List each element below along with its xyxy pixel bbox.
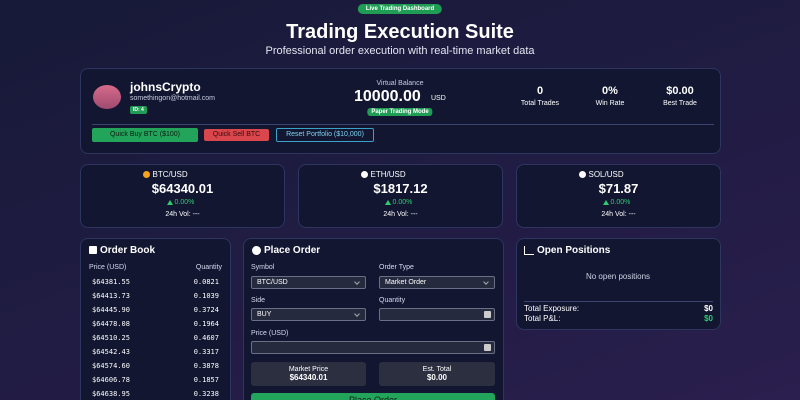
book-quantity: 0.1857 [193, 376, 219, 384]
ticker-volume: 24h Vol: --- [601, 211, 636, 218]
quantity-input[interactable] [379, 308, 495, 321]
empty-state: No open positions [585, 272, 651, 281]
market-price-value: $64340.01 [289, 373, 328, 382]
quick-buy-button[interactable]: Quick Buy BTC ($100) [92, 128, 198, 142]
book-quantity: 0.1039 [193, 292, 219, 300]
email: somethingon@hotmail.com [130, 95, 215, 102]
change-arrow [166, 200, 173, 205]
place-order-button[interactable]: Place Order [251, 393, 495, 400]
total-label: Total P&L: [524, 314, 561, 323]
book-quantity: 0.4607 [193, 334, 219, 342]
ticker-symbol: SOL/USD [588, 170, 624, 179]
book-price: $64606.78 [92, 376, 130, 384]
change-arrow [384, 200, 391, 205]
book-quantity: 0.3317 [193, 348, 219, 356]
page-title: Trading Execution Suite [286, 21, 514, 43]
ticker-volume: 24h Vol: --- [165, 211, 200, 218]
book-quantity: 0.3238 [193, 390, 219, 398]
positions-title: Open Positions [537, 245, 611, 256]
book-price: $64574.60 [92, 362, 130, 370]
ticker-card [298, 164, 503, 228]
ticker-icon [578, 171, 586, 178]
stat-label: Total Trades [520, 100, 560, 107]
place-order-title: Place Order [264, 245, 321, 256]
book-price: $64413.73 [92, 292, 130, 300]
balance-label: Virtual Balance [376, 80, 424, 87]
username: johnsCrypto [130, 80, 201, 94]
ticker-card [516, 164, 721, 228]
ticker-price: $1817.12 [373, 181, 428, 196]
plus-icon [252, 246, 261, 255]
avatar [93, 85, 121, 109]
ticker-icon [360, 171, 368, 178]
book-header: Price (USD) [89, 264, 127, 271]
divider [524, 301, 713, 302]
est-total-label: Est. Total [422, 366, 452, 373]
ticker-symbol: BTC/USD [152, 170, 188, 179]
quick-sell-button[interactable]: Quick Sell BTC [204, 129, 269, 141]
field-label: Price (USD) [251, 330, 289, 337]
reset-button[interactable]: Reset Portfolio ($10,000) [276, 128, 374, 142]
stat-value: 0% [602, 85, 618, 97]
total-value: $0 [704, 314, 713, 323]
id-badge: ID: 4 [130, 106, 147, 114]
total-label: Total Exposure: [524, 304, 580, 313]
order-type-select[interactable]: Market Order [379, 276, 495, 289]
field-label: Quantity [379, 297, 406, 304]
book-price: $64381.55 [92, 278, 130, 286]
book-quantity: 0.0821 [193, 278, 219, 286]
ticker-price: $64340.01 [151, 181, 214, 196]
ticker-change: 0.00% [392, 199, 413, 206]
ticker-symbol: ETH/USD [370, 170, 406, 179]
book-quantity: 0.1964 [193, 320, 219, 328]
book-price: $64542.43 [92, 348, 130, 356]
stat-value: $0.00 [666, 85, 694, 97]
side-select[interactable]: BUY [251, 308, 366, 321]
order-book-panel [80, 238, 231, 400]
book-quantity: 0.3724 [193, 306, 219, 314]
total-value: $0 [704, 304, 713, 313]
field-label: Side [251, 297, 266, 304]
book-price: $64638.95 [92, 390, 130, 398]
book-price: $64478.08 [92, 320, 130, 328]
ticker-change: 0.00% [610, 199, 631, 206]
positions-panel [516, 238, 721, 330]
book-quantity: 0.3878 [193, 362, 219, 370]
live-badge: Live Trading Dashboard [357, 4, 443, 14]
change-arrow [602, 200, 609, 205]
order-book-title: Order Book [100, 245, 156, 256]
ticker-volume: 24h Vol: --- [383, 211, 418, 218]
est-total-value: $0.00 [426, 373, 448, 382]
ticker-change: 0.00% [174, 199, 195, 206]
ticker-card [80, 164, 285, 228]
market-price-label: Market Price [288, 366, 329, 373]
field-label: Order Type [379, 264, 414, 271]
stat-value: 0 [536, 85, 544, 97]
stat-label: Win Rate [595, 100, 625, 107]
mode-badge: Paper Trading Mode [367, 108, 433, 116]
market-price-box: Market Price $64340.01 [251, 362, 366, 386]
divider [92, 124, 714, 125]
balance: 10000.00 [354, 88, 421, 105]
symbol-select[interactable]: BTC/USD [251, 276, 366, 289]
currency: USD [431, 95, 446, 102]
book-header: Quantity [195, 264, 222, 271]
book-icon [89, 246, 97, 254]
book-price: $64445.90 [92, 306, 130, 314]
ticker-price: $71.87 [598, 181, 639, 196]
price-input[interactable] [251, 341, 495, 354]
ticker-icon [142, 171, 150, 178]
page-subtitle: Professional order execution with real-t… [265, 45, 535, 57]
est-total-box: Est. Total $0.00 [379, 362, 495, 386]
stat-label: Best Trade [663, 100, 697, 107]
field-label: Symbol [251, 264, 275, 271]
chart-icon [524, 246, 534, 255]
book-price: $64510.25 [92, 334, 130, 342]
